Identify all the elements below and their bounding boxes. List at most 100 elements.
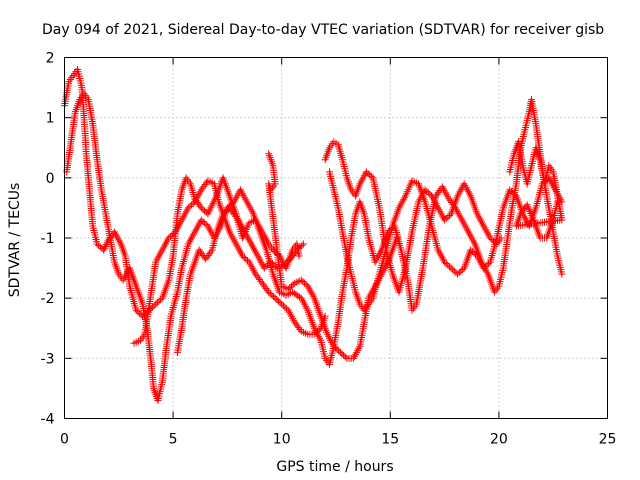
plus-point bbox=[467, 246, 475, 254]
plus-point bbox=[291, 318, 299, 326]
chart-title: Day 094 of 2021, Sidereal Day-to-day VTE… bbox=[42, 22, 604, 38]
plus-point bbox=[281, 303, 289, 311]
plus-point bbox=[266, 290, 274, 298]
plus-point bbox=[423, 187, 431, 195]
plus-point bbox=[267, 258, 275, 266]
plus-point bbox=[155, 297, 163, 305]
plus-point bbox=[289, 251, 297, 259]
plus-point bbox=[554, 198, 562, 206]
plus-point bbox=[100, 244, 108, 252]
plus-point bbox=[442, 214, 450, 222]
plus-point bbox=[198, 250, 206, 258]
plus-point bbox=[366, 171, 374, 179]
plus-point bbox=[199, 184, 207, 192]
plus-point bbox=[446, 197, 454, 205]
plus-point bbox=[225, 202, 233, 210]
plus-point bbox=[165, 234, 173, 242]
plus-point bbox=[280, 261, 288, 269]
plus-point bbox=[488, 236, 496, 244]
plus-point bbox=[362, 168, 370, 176]
series-track-4 bbox=[173, 204, 307, 356]
plus-point bbox=[270, 261, 278, 269]
plus-point bbox=[273, 296, 281, 304]
plus-point bbox=[252, 270, 260, 278]
plus-point bbox=[269, 246, 277, 254]
plus-point bbox=[292, 320, 300, 328]
plus-point bbox=[199, 205, 207, 213]
plus-point bbox=[265, 288, 273, 296]
data-marks bbox=[61, 66, 566, 404]
x-tick-labels: 0 5 10 15 20 25 bbox=[60, 432, 616, 448]
plus-point bbox=[340, 351, 348, 359]
plus-point bbox=[243, 257, 251, 265]
plus-point bbox=[480, 264, 488, 272]
plus-point bbox=[292, 248, 300, 256]
plus-point bbox=[299, 240, 307, 248]
plus-point bbox=[295, 245, 303, 253]
plus-point bbox=[341, 353, 349, 361]
plus-point bbox=[290, 250, 298, 258]
plus-point bbox=[242, 255, 250, 263]
plus-point bbox=[240, 254, 248, 262]
plus-point bbox=[454, 270, 462, 278]
plus-point bbox=[100, 246, 108, 254]
plus-point bbox=[152, 300, 160, 308]
plus-point bbox=[196, 248, 204, 256]
plus-point bbox=[393, 234, 401, 242]
plus-point bbox=[284, 285, 292, 293]
plus-point bbox=[195, 200, 203, 208]
plus-point bbox=[148, 303, 156, 311]
plus-point bbox=[254, 274, 262, 282]
plus-point bbox=[442, 260, 450, 268]
plus-point bbox=[287, 282, 295, 290]
plus-point bbox=[441, 258, 449, 266]
plus-point bbox=[96, 243, 104, 251]
plus-point bbox=[485, 260, 493, 268]
plus-point bbox=[93, 240, 101, 248]
plus-point bbox=[444, 213, 452, 221]
plus-point bbox=[468, 248, 476, 256]
plus-point bbox=[188, 201, 196, 209]
plus-point bbox=[201, 207, 209, 215]
plus-point bbox=[228, 199, 236, 207]
y-axis-title: SDTVAR / TECUs bbox=[7, 183, 23, 298]
plus-point bbox=[445, 211, 453, 219]
plus-point bbox=[288, 253, 296, 261]
plus-point bbox=[153, 299, 161, 307]
plus-point bbox=[449, 266, 457, 274]
series-track-6 bbox=[321, 138, 505, 296]
plus-point bbox=[426, 190, 434, 198]
plus-point bbox=[257, 277, 265, 285]
plus-point bbox=[268, 260, 276, 268]
plus-point bbox=[206, 250, 214, 258]
plus-point bbox=[271, 294, 279, 302]
plus-point bbox=[486, 234, 494, 242]
plus-point bbox=[189, 199, 197, 207]
plus-point bbox=[506, 186, 514, 194]
plus-point bbox=[203, 253, 211, 261]
plus-point bbox=[445, 195, 453, 203]
plus-point bbox=[517, 210, 525, 218]
plus-point bbox=[270, 293, 278, 301]
plus-point bbox=[483, 261, 491, 269]
plus-point bbox=[302, 281, 310, 289]
plus-point bbox=[233, 214, 241, 222]
plus-point bbox=[239, 252, 247, 260]
plus-point bbox=[472, 251, 480, 259]
plus-point bbox=[314, 327, 322, 335]
plus-point bbox=[289, 281, 297, 289]
y-tick-label: 2 bbox=[46, 51, 55, 67]
y-tick-label: -4 bbox=[41, 412, 55, 428]
plus-point bbox=[283, 258, 291, 266]
plus-point bbox=[279, 302, 287, 310]
plus-point bbox=[134, 308, 142, 316]
plus-point bbox=[299, 278, 307, 286]
plus-point bbox=[202, 255, 210, 263]
plus-point bbox=[433, 190, 441, 198]
plus-point bbox=[197, 186, 205, 194]
plus-point bbox=[470, 249, 478, 257]
x-axis-title: GPS time / hours bbox=[276, 459, 393, 475]
plus-point bbox=[207, 248, 215, 256]
plus-point bbox=[170, 229, 178, 237]
